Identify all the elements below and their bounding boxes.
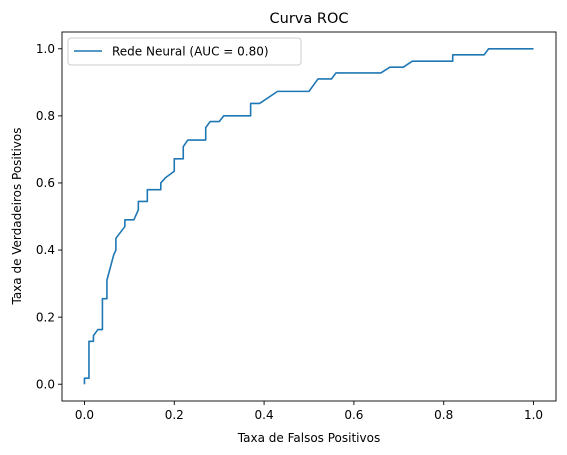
- y-tick-label: 0.2: [36, 310, 55, 324]
- legend-entry-label: Rede Neural (AUC = 0.80): [112, 45, 269, 59]
- x-tick-label: 0.6: [344, 408, 363, 422]
- x-tick-label: 1.0: [524, 408, 543, 422]
- x-tick-label: 0.0: [75, 408, 94, 422]
- series-layer: [84, 49, 533, 384]
- y-tick-label: 0.0: [36, 377, 55, 391]
- x-axis-label: Taxa de Falsos Positivos: [237, 431, 380, 445]
- x-tick-label: 0.2: [165, 408, 184, 422]
- y-axis-ticks: 0.0 0.2 0.4 0.6 0.8 1.0: [36, 42, 62, 391]
- y-tick-label: 1.0: [36, 42, 55, 56]
- y-tick-label: 0.4: [36, 243, 55, 257]
- x-tick-label: 0.8: [434, 408, 453, 422]
- x-tick-label: 0.4: [255, 408, 274, 422]
- legend: Rede Neural (AUC = 0.80): [68, 38, 301, 65]
- y-axis-label: Taxa de Verdadeiros Positivos: [10, 127, 24, 305]
- roc-curve-line: [84, 49, 533, 384]
- chart-title: Curva ROC: [270, 11, 349, 27]
- x-axis-ticks: 0.0 0.2 0.4 0.6 0.8 1.0: [75, 401, 543, 422]
- y-tick-label: 0.8: [36, 109, 55, 123]
- y-tick-label: 0.6: [36, 176, 55, 190]
